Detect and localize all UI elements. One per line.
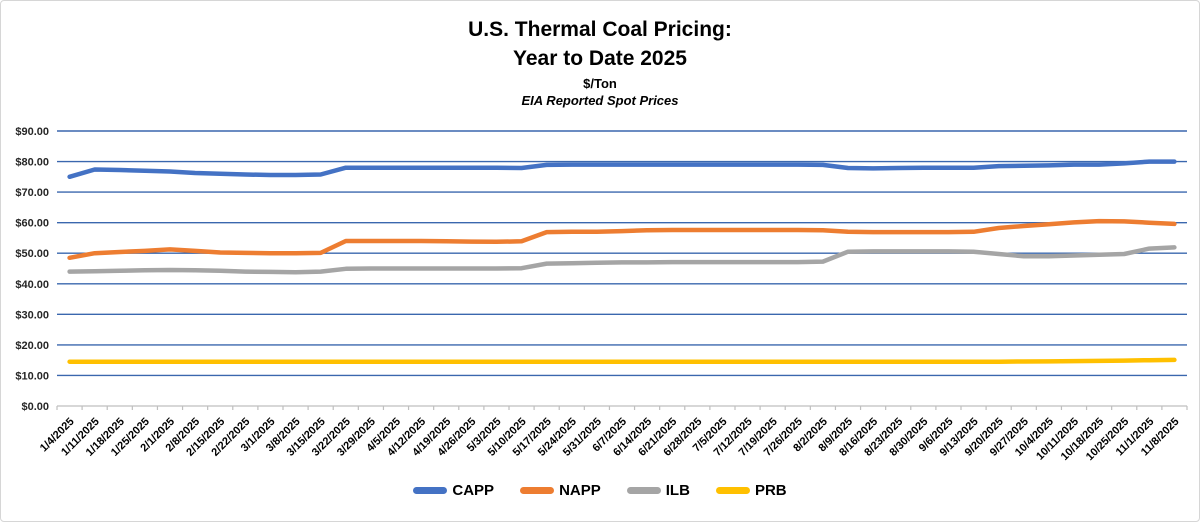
- legend-swatch-capp: [413, 487, 448, 494]
- series-line-napp: [67, 218, 1177, 261]
- legend-label-prb: PRB: [754, 482, 787, 499]
- y-axis-label: $0.00: [21, 401, 49, 413]
- y-axis-label: $30.00: [15, 309, 49, 321]
- y-axis-label: $40.00: [15, 279, 49, 291]
- legend-item-napp: NAPP: [520, 482, 601, 499]
- legend-item-prb: PRB: [715, 482, 787, 499]
- chart-title-line1: U.S. Thermal Coal Pricing:: [468, 18, 732, 41]
- series-line-capp: [67, 159, 1177, 180]
- legend-label-capp: CAPP: [452, 482, 495, 499]
- chart-source-label: EIA Reported Spot Prices: [521, 93, 679, 108]
- y-axis-label: $60.00: [15, 218, 49, 230]
- y-axis-label: $10.00: [15, 370, 49, 382]
- y-axis-label: $50.00: [15, 248, 49, 260]
- legend-label-napp: NAPP: [559, 482, 601, 499]
- legend-item-ilb: ILB: [626, 482, 690, 499]
- chart-title-line2: Year to Date 2025: [513, 47, 687, 70]
- y-axis-label: $20.00: [15, 340, 49, 352]
- legend-swatch-ilb: [626, 487, 661, 494]
- legend-item-capp: CAPP: [413, 482, 494, 499]
- legend: CAPP NAPP ILB PRB: [1, 482, 1199, 499]
- y-axis-label: $80.00: [15, 157, 49, 169]
- series-line-prb: [67, 357, 1177, 364]
- series-line-ilb: [67, 245, 1177, 275]
- legend-swatch-napp: [520, 487, 555, 494]
- y-axis-label: $70.00: [15, 187, 49, 199]
- chart-units-label: $/Ton: [583, 76, 617, 91]
- legend-swatch-prb: [715, 487, 750, 494]
- y-axis-label: $90.00: [15, 126, 49, 138]
- legend-label-ilb: ILB: [665, 482, 690, 499]
- chart-title-block: U.S. Thermal Coal Pricing: Year to Date …: [1, 15, 1199, 109]
